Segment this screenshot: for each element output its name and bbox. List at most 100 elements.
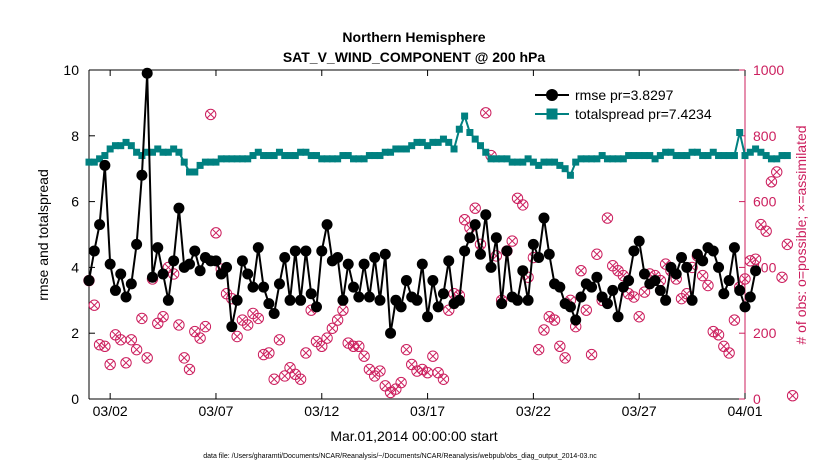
rmse-point	[332, 252, 344, 264]
totalspread-point	[365, 152, 373, 160]
totalspread-point	[424, 142, 432, 150]
obs-assimilated-marker	[100, 342, 109, 351]
rmse-point	[300, 245, 312, 257]
obs-count-point	[136, 312, 148, 325]
obs-assimilated-marker	[783, 240, 792, 249]
obs-possible-marker	[268, 373, 280, 385]
rmse-point	[210, 255, 222, 267]
obs-assimilated-marker	[286, 363, 294, 372]
totalspread-point	[175, 148, 183, 156]
rmse-point	[152, 242, 164, 254]
totalspread-point	[397, 145, 405, 153]
obs-possible-marker	[88, 299, 100, 311]
rmse-point	[554, 281, 566, 293]
obs-possible-marker	[506, 235, 518, 247]
x-axis-label: Mar.01,2014 00:00:00 start	[330, 428, 497, 444]
rmse-point	[575, 291, 587, 303]
totalspread-point	[619, 155, 627, 163]
obs-assimilated-marker	[206, 110, 215, 119]
obs-possible-marker	[231, 330, 243, 343]
obs-possible-marker	[210, 227, 222, 239]
totalspread-point	[445, 138, 453, 146]
totalspread-point	[662, 148, 670, 156]
rmse-point	[474, 248, 486, 260]
totalspread-point	[778, 152, 786, 160]
totalspread-point	[773, 155, 781, 163]
obs-possible-marker	[490, 250, 503, 262]
rmse-point	[543, 248, 555, 260]
totalspread-point	[434, 138, 442, 146]
totalspread-point	[339, 152, 347, 160]
obs-possible-marker	[480, 107, 492, 119]
obs-count-point	[633, 311, 645, 323]
rmse-point	[713, 261, 725, 273]
rmse-point	[321, 219, 333, 231]
totalspread-point	[614, 155, 622, 163]
rmse-point	[686, 294, 698, 306]
rmse-point	[432, 301, 444, 313]
obs-assimilated-marker	[545, 312, 554, 321]
obs-possible-marker	[771, 166, 783, 178]
totalspread-point	[439, 135, 447, 143]
rmse-point	[728, 242, 740, 254]
rmse-point	[586, 281, 598, 293]
totalspread-point	[133, 148, 141, 156]
obs-assimilated-marker	[333, 316, 342, 324]
obs-count-point	[575, 264, 587, 277]
obs-possible-marker	[358, 350, 370, 362]
rmse-point	[612, 311, 624, 323]
obs-count-point	[125, 334, 138, 346]
obs-assimilated-marker	[582, 306, 591, 315]
obs-count-point	[776, 271, 788, 283]
obs-assimilated-marker	[159, 312, 168, 321]
totalspread-point	[191, 168, 199, 176]
rmse-point	[459, 245, 471, 257]
obs-possible-marker	[99, 340, 111, 353]
obs-count-point	[199, 320, 212, 333]
obs-assimilated-marker	[635, 312, 644, 321]
obs-possible-marker	[458, 213, 471, 226]
obs-possible-marker	[353, 340, 365, 353]
obs-assimilated-marker	[233, 332, 242, 341]
totalspread-point	[254, 148, 262, 156]
obs-count-point	[712, 329, 725, 341]
totalspread-point	[667, 148, 675, 156]
obs-possible-marker	[199, 320, 212, 333]
rmse-point	[453, 294, 465, 306]
obs-count-point	[760, 225, 772, 237]
obs-count-point	[517, 199, 529, 211]
obs-assimilated-marker	[397, 378, 406, 387]
obs-possible-marker	[141, 352, 153, 364]
obs-assimilated-marker	[243, 321, 252, 329]
totalspread-point	[582, 155, 590, 163]
obs-possible-marker	[136, 312, 148, 325]
obs-assimilated-marker	[132, 345, 141, 354]
rmse-point	[310, 301, 322, 313]
totalspread-point	[767, 155, 775, 163]
totalspread-point	[207, 158, 215, 166]
obs-count-point	[273, 334, 286, 346]
obs-assimilated-marker	[778, 273, 786, 282]
totalspread-point	[545, 158, 553, 166]
obs-assimilated-marker	[661, 260, 670, 269]
obs-assimilated-marker	[423, 368, 432, 377]
totalspread-point	[471, 135, 479, 143]
totalspread-point	[540, 158, 548, 166]
rmse-point	[480, 209, 492, 221]
totalspread-point	[588, 155, 596, 163]
rmse-point	[739, 301, 751, 313]
rmse-point	[88, 245, 100, 257]
rmse-point	[125, 278, 137, 290]
rmse-point	[718, 288, 730, 300]
totalspread-point	[572, 158, 580, 166]
totalspread-point	[244, 155, 252, 163]
obs-assimilated-marker	[561, 353, 570, 362]
x-tick-label: 03/02	[93, 403, 128, 419]
rmse-point	[707, 245, 719, 257]
totalspread-point	[418, 138, 426, 146]
obs-possible-marker	[125, 334, 138, 346]
totalspread-point	[672, 152, 680, 160]
obs-count-point	[210, 227, 222, 239]
rmse-point	[358, 258, 370, 270]
totalspread-point	[408, 142, 416, 150]
